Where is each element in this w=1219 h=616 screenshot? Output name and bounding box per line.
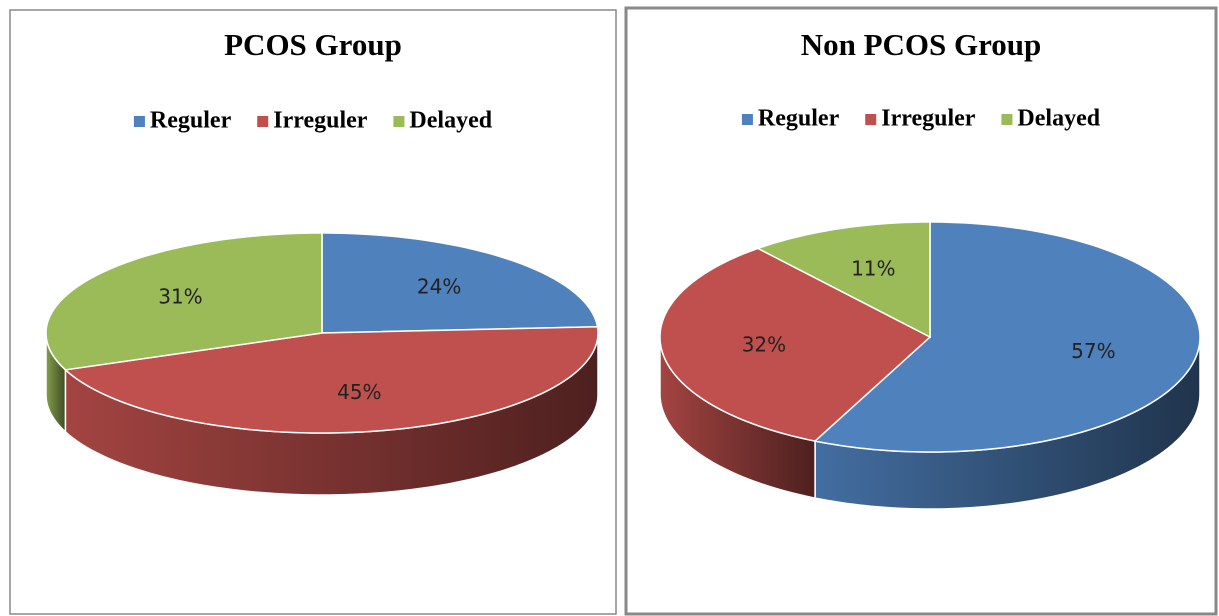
slice (45, 232, 323, 371)
data-label: 31% (158, 285, 202, 309)
legend-swatch (865, 114, 877, 125)
data-label: 45% (337, 380, 381, 404)
slice (755, 221, 931, 339)
slice (321, 232, 599, 334)
legend-swatch (741, 114, 753, 125)
legend-label: Delayed (1017, 106, 1100, 132)
data-label: 11% (851, 256, 895, 280)
legend-label: Irreguler (881, 106, 976, 132)
legend-swatch (1001, 114, 1013, 125)
legend-label: Reguler (150, 108, 232, 134)
slice (813, 221, 1201, 453)
slice (659, 247, 932, 442)
legend-label: Delayed (409, 108, 492, 134)
legend-swatch (257, 116, 269, 127)
legend-label: Irreguler (273, 108, 368, 134)
legend-swatch (393, 116, 405, 127)
slice (63, 325, 599, 434)
legend-label: Reguler (758, 106, 840, 132)
legend-swatch (133, 116, 145, 127)
data-label: 24% (417, 274, 461, 298)
chart-title: PCOS Group (224, 27, 402, 62)
data-label: 32% (742, 332, 786, 356)
chart-title: Non PCOS Group (801, 27, 1042, 62)
data-label: 57% (1071, 339, 1115, 363)
